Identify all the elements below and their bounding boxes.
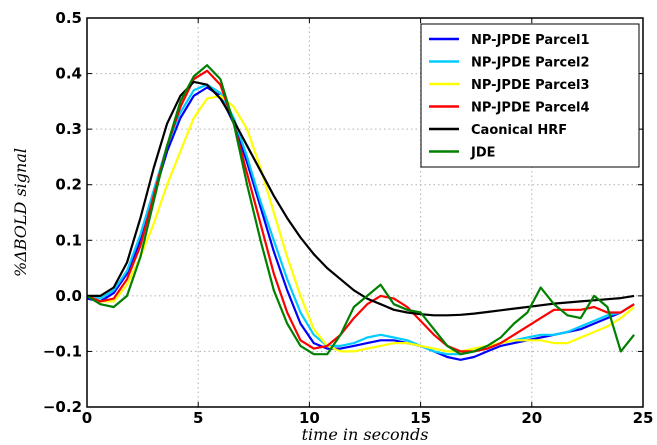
- axis-ticks: 0 5 10 15 20 25 −0.2 −0.1 0.0 0.1 0.2 0.3 0.4 0.5: [43, 9, 654, 427]
- series-line-jde: [86, 64, 635, 356]
- x-axis-title: time in seconds: [302, 425, 429, 444]
- x-tick-label: 5: [193, 409, 203, 427]
- x-tick-label: 15: [410, 409, 431, 427]
- legend-label: Caonical HRF: [471, 123, 567, 138]
- y-tick-label: 0.3: [55, 120, 82, 138]
- y-tick-label: 0.4: [55, 65, 82, 83]
- legend-label: NP-JPDE Parcel3: [471, 78, 590, 93]
- legend-label: NP-JPDE Parcel4: [471, 101, 590, 116]
- y-tick-label: 0.1: [55, 231, 82, 249]
- series-line-np-jpde-parcel3: [86, 94, 635, 353]
- y-tick-label: 0.0: [55, 287, 82, 305]
- y-tick-label: −0.1: [43, 342, 82, 360]
- y-tick-label: 0.2: [55, 176, 82, 194]
- x-tick-label: 0: [82, 409, 92, 427]
- legend-label: NP-JPDE Parcel2: [471, 56, 590, 71]
- legend-box: [420, 23, 640, 168]
- plot-frame: [86, 17, 644, 408]
- series-line-caonical-hrf: [87, 80, 635, 317]
- series-line-np-jpde-parcel2: [86, 83, 635, 356]
- legend-label: NP-JPDE Parcel1: [471, 33, 590, 48]
- y-tick-label: −0.2: [43, 398, 82, 416]
- x-tick-label: 20: [521, 409, 542, 427]
- x-tick-label: 10: [299, 409, 320, 427]
- series-layer: [86, 64, 635, 361]
- y-tick-label: 0.5: [55, 9, 82, 27]
- legend: NP-JPDE Parcel1 NP-JPDE Parcel2 NP-JPDE Pa…: [420, 23, 640, 168]
- x-tick-label: 25: [633, 409, 654, 427]
- series-line-np-jpde-parcel4: [86, 69, 635, 353]
- legend-label: JDE: [470, 146, 496, 161]
- y-axis-title: %ΔBOLD signal: [11, 148, 30, 277]
- series-line-np-jpde-parcel1: [86, 86, 635, 361]
